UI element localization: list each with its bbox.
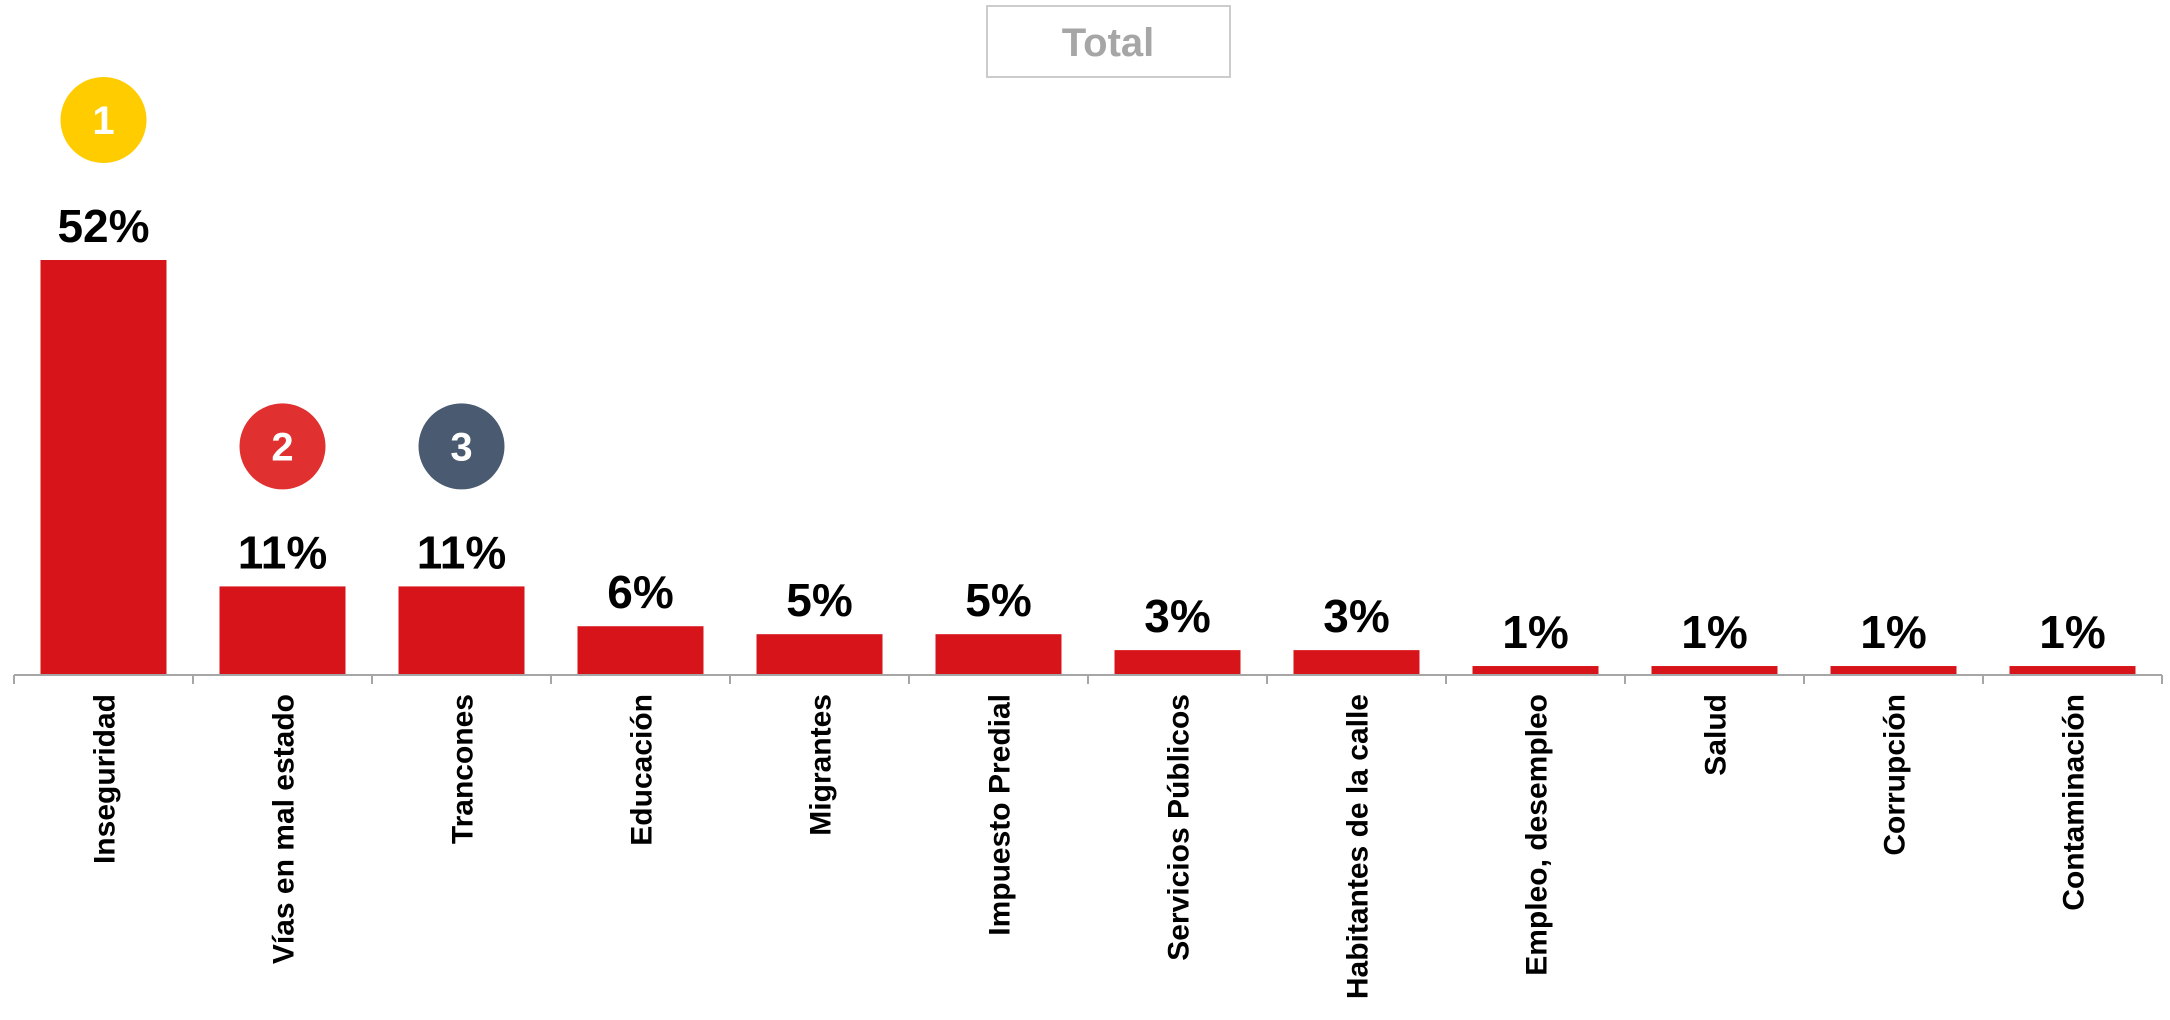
bar-7	[1114, 650, 1241, 674]
value-labels-group: 52% 11% 11% 6% 5% 5% 3% 3% 1% 1% 1% 1%	[57, 200, 2105, 658]
rank-badges-group: 1 2 3	[60, 77, 505, 490]
category-label-9: Empleo, desempleo	[1521, 694, 1554, 976]
bar-11	[1830, 666, 1957, 674]
rank-badge-3	[418, 403, 505, 490]
rank-badge-label-3: 3	[450, 425, 472, 469]
category-label-4: Educación	[626, 694, 659, 846]
value-label-4: 6%	[607, 566, 673, 618]
category-label-11: Corrupción	[1879, 694, 1912, 856]
chart-title-box: Total	[986, 5, 1231, 78]
value-label-5: 5%	[786, 574, 852, 626]
rank-badge-1	[60, 77, 147, 163]
x-axis	[13, 674, 2163, 684]
value-label-8: 3%	[1323, 590, 1389, 642]
bar-12	[2009, 666, 2136, 674]
rank-badge-2	[239, 403, 326, 490]
rank-badge-label-1: 1	[92, 99, 114, 143]
chart-title-frame	[986, 5, 1231, 78]
bar-5	[756, 634, 883, 674]
chart-title: Total	[1062, 21, 1155, 65]
category-label-10: Salud	[1700, 694, 1733, 776]
bar-4	[577, 626, 704, 674]
bar-9	[1472, 666, 1599, 674]
value-label-9: 1%	[1502, 606, 1568, 658]
value-label-1: 52%	[57, 200, 149, 252]
category-label-1: Inseguridad	[89, 694, 122, 864]
value-label-10: 1%	[1681, 606, 1747, 658]
category-labels-group: Inseguridad Vías en mal estado Trancones Ed…	[89, 694, 2091, 999]
bar-6	[935, 634, 1062, 674]
category-label-2: Vías en mal estado	[268, 694, 301, 964]
value-label-11: 1%	[1860, 606, 1926, 658]
category-label-12: Contaminación	[2058, 694, 2091, 911]
value-label-12: 1%	[2039, 606, 2105, 658]
value-label-6: 5%	[965, 574, 1031, 626]
category-label-8: Habitantes de la calle	[1342, 694, 1375, 999]
bar-10	[1651, 666, 1778, 674]
category-label-6: Impuesto Predial	[984, 694, 1017, 936]
category-label-7: Servicios Públicos	[1163, 694, 1196, 961]
bar-3	[398, 586, 525, 674]
rank-badge-label-2: 2	[271, 425, 293, 469]
bar-2	[219, 586, 346, 674]
value-label-3: 11%	[417, 526, 507, 578]
value-label-2: 11%	[238, 526, 328, 578]
bar-1	[40, 260, 167, 674]
category-label-3: Trancones	[447, 694, 480, 844]
bar-8	[1293, 650, 1420, 674]
bars-group	[40, 260, 2136, 674]
value-label-7: 3%	[1144, 590, 1210, 642]
category-label-5: Migrantes	[805, 694, 838, 836]
